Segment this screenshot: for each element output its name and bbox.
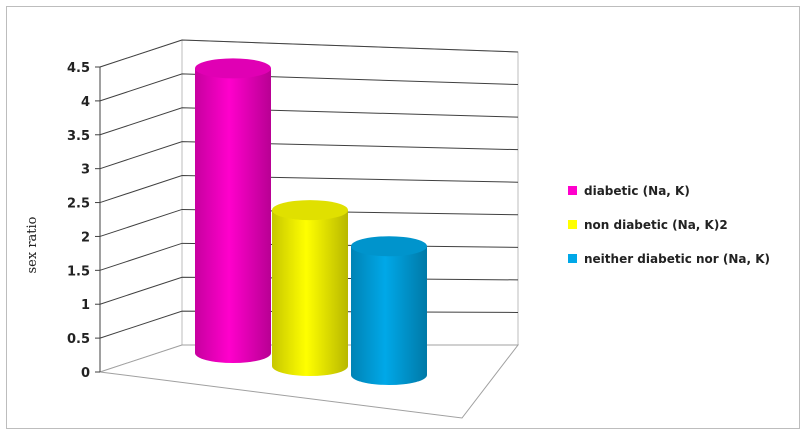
legend-label: neither diabetic nor (Na, K) (584, 252, 770, 266)
gridline (99, 73, 519, 102)
y-tick-label: 3.5 (67, 129, 90, 144)
bar-body (351, 246, 427, 385)
gridline (99, 141, 519, 170)
y-tick-label: 4 (81, 95, 90, 110)
y-tick-label: 2.5 (67, 197, 90, 212)
bar-body (195, 68, 271, 363)
y-tick-label: 3 (81, 163, 90, 178)
gridline (99, 208, 519, 237)
y-tick-label: 0 (81, 366, 90, 381)
bar-1 (195, 58, 271, 363)
legend-label: diabetic (Na, K) (584, 184, 690, 198)
legend: diabetic (Na, K) non diabetic (Na, K)2 nei… (568, 184, 770, 266)
bar-3 (351, 236, 427, 385)
bars (195, 58, 427, 385)
bar-body (272, 210, 348, 376)
bar-top (351, 236, 427, 257)
y-axis-title: sex ratio (25, 216, 40, 273)
gridline (99, 107, 519, 136)
legend-swatch (568, 186, 577, 195)
y-tick-label: 2 (81, 230, 90, 245)
side-wall (99, 39, 183, 373)
legend-swatch (568, 254, 577, 263)
bar-2 (272, 200, 348, 376)
legend-swatch (568, 220, 577, 229)
y-tick-label: 1.5 (67, 264, 90, 279)
y-tick-label: 4.5 (67, 61, 90, 76)
bar-top (195, 58, 271, 79)
y-tick-label: 0.5 (67, 332, 90, 347)
gridline (99, 175, 519, 204)
y-tick-label: 1 (81, 298, 90, 313)
gridline (99, 39, 519, 68)
y-axis-ticks: 0 0.5 1 1.5 2 2.5 3 3.5 4 4.5 (67, 61, 101, 381)
bar-top (272, 200, 348, 221)
legend-label: non diabetic (Na, K)2 (584, 218, 728, 232)
